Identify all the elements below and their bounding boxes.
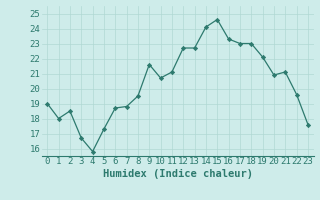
X-axis label: Humidex (Indice chaleur): Humidex (Indice chaleur) — [103, 169, 252, 179]
